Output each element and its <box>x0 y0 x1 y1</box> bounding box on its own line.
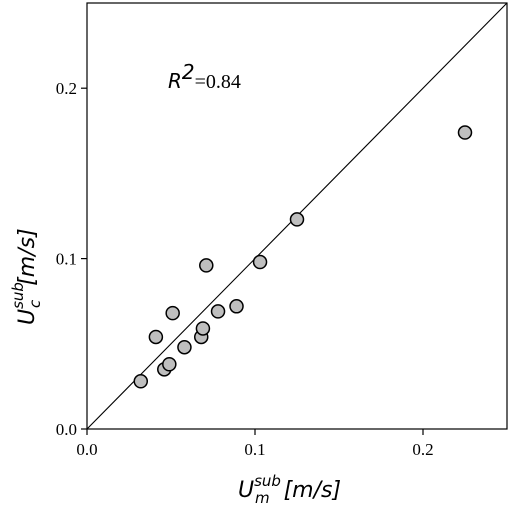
data-point <box>457 125 473 140</box>
y-tick-label: 0.2 <box>56 79 77 98</box>
data-point <box>199 258 214 273</box>
x-axis-label: Usub m [m/s] <box>238 472 341 506</box>
data-point <box>177 339 192 355</box>
data-point <box>210 304 226 319</box>
data-point <box>165 305 180 321</box>
y-axis-ticks: 0.0 0.1 0.2 <box>56 79 87 439</box>
y-tick-label: 0.1 <box>56 250 77 269</box>
x-tick-label: 0.1 <box>244 440 265 459</box>
y-axis-label: Usubc[m/s] <box>9 228 44 325</box>
data-point <box>148 329 164 345</box>
data-point <box>252 254 268 270</box>
x-tick-label: 0.2 <box>412 440 433 459</box>
r-squared-annotation: R2=0.84 <box>168 60 241 93</box>
data-point <box>162 356 177 372</box>
data-point <box>229 299 244 314</box>
data-point <box>133 374 149 389</box>
x-tick-label: 0.0 <box>76 440 97 459</box>
data-points <box>133 125 473 389</box>
y-tick-label: 0.0 <box>56 420 77 439</box>
x-axis-ticks: 0.0 0.1 0.2 <box>76 429 434 459</box>
data-point <box>195 321 211 336</box>
data-point <box>289 212 305 227</box>
plot-frame <box>86 2 508 430</box>
plot-border <box>86 2 508 430</box>
